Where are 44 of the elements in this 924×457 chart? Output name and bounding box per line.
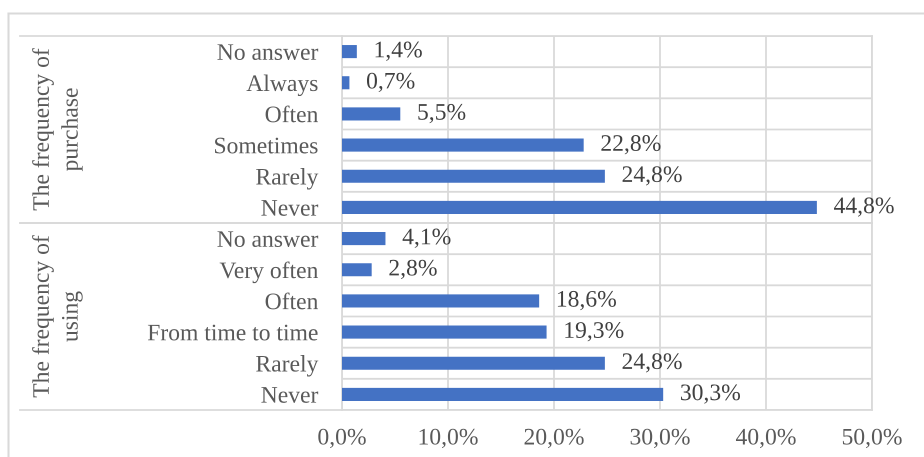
bar [342, 107, 400, 120]
y-axis-title: The frequency of using [32, 235, 83, 398]
y-tick-label: Very often [220, 261, 318, 284]
y-tick-label: Never [261, 200, 318, 216]
x-tick-label: 40,0% [736, 428, 796, 448]
y-tick-label: Often [266, 292, 318, 310]
y-axis-title: The frequency of purchase [32, 48, 83, 210]
data-label: 18,6% [558, 290, 616, 310]
data-label: 22,8% [601, 135, 661, 154]
bar [342, 326, 547, 339]
bar [342, 356, 605, 370]
bar [342, 45, 357, 58]
y-tick-label: Sometimes [215, 138, 318, 154]
y-tick-label: Never [261, 387, 318, 403]
bar [342, 170, 605, 183]
data-label: 1,4% [376, 42, 422, 61]
y-tick-label: No answer [217, 44, 318, 60]
data-label: 2,8% [389, 260, 437, 280]
bar [342, 388, 664, 401]
data-label: 24,8% [622, 353, 682, 373]
data-label: 0,7% [366, 72, 414, 92]
x-tick-label: 50,0% [842, 428, 902, 448]
y-tick-label: Often [266, 105, 318, 122]
bar [342, 138, 584, 152]
x-tick-label: 30,0% [630, 428, 690, 448]
x-tick-label: 20,0% [524, 428, 584, 448]
data-label: 44,8% [834, 197, 894, 217]
data-label: 30,3% [680, 384, 740, 404]
bar [342, 232, 386, 246]
x-tick-label: 10,0% [420, 428, 478, 448]
x-tick-label: 0,0% [318, 428, 366, 448]
bar [342, 294, 540, 308]
data-label: 5,5% [418, 104, 466, 124]
bar [342, 200, 817, 214]
data-label: 24,8% [622, 166, 682, 186]
y-tick-label: From time to time [148, 324, 318, 341]
y-tick-label: No answer [217, 231, 318, 248]
bar [342, 76, 350, 90]
bar [342, 263, 372, 276]
y-tick-label: Always [246, 74, 318, 96]
data-label: 19,3% [565, 322, 624, 342]
y-tick-label: Rarely [256, 168, 318, 190]
y-tick-label: Rarely [256, 355, 318, 377]
data-label: 4,1% [402, 228, 451, 248]
